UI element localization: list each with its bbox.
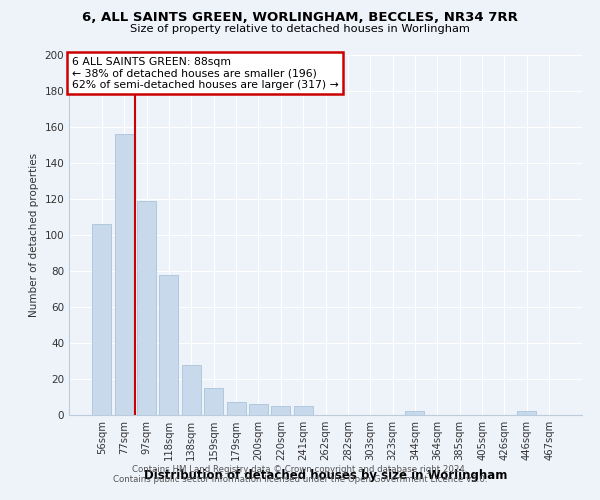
Bar — [517, 412, 536, 415]
Bar — [227, 402, 245, 415]
Bar — [115, 134, 134, 415]
Bar — [182, 364, 201, 415]
Bar — [137, 201, 156, 415]
Text: 6 ALL SAINTS GREEN: 88sqm
← 38% of detached houses are smaller (196)
62% of semi: 6 ALL SAINTS GREEN: 88sqm ← 38% of detac… — [71, 57, 338, 90]
Bar — [249, 404, 268, 415]
Bar — [271, 406, 290, 415]
Bar — [160, 274, 178, 415]
Bar — [92, 224, 112, 415]
Y-axis label: Number of detached properties: Number of detached properties — [29, 153, 39, 317]
X-axis label: Distribution of detached houses by size in Worlingham: Distribution of detached houses by size … — [144, 468, 507, 481]
Text: Size of property relative to detached houses in Worlingham: Size of property relative to detached ho… — [130, 24, 470, 34]
Text: Contains public sector information licensed under the Open Government Licence v3: Contains public sector information licen… — [113, 475, 487, 484]
Bar — [204, 388, 223, 415]
Text: Contains HM Land Registry data © Crown copyright and database right 2024.: Contains HM Land Registry data © Crown c… — [132, 465, 468, 474]
Bar — [293, 406, 313, 415]
Text: 6, ALL SAINTS GREEN, WORLINGHAM, BECCLES, NR34 7RR: 6, ALL SAINTS GREEN, WORLINGHAM, BECCLES… — [82, 11, 518, 24]
Bar — [406, 412, 424, 415]
